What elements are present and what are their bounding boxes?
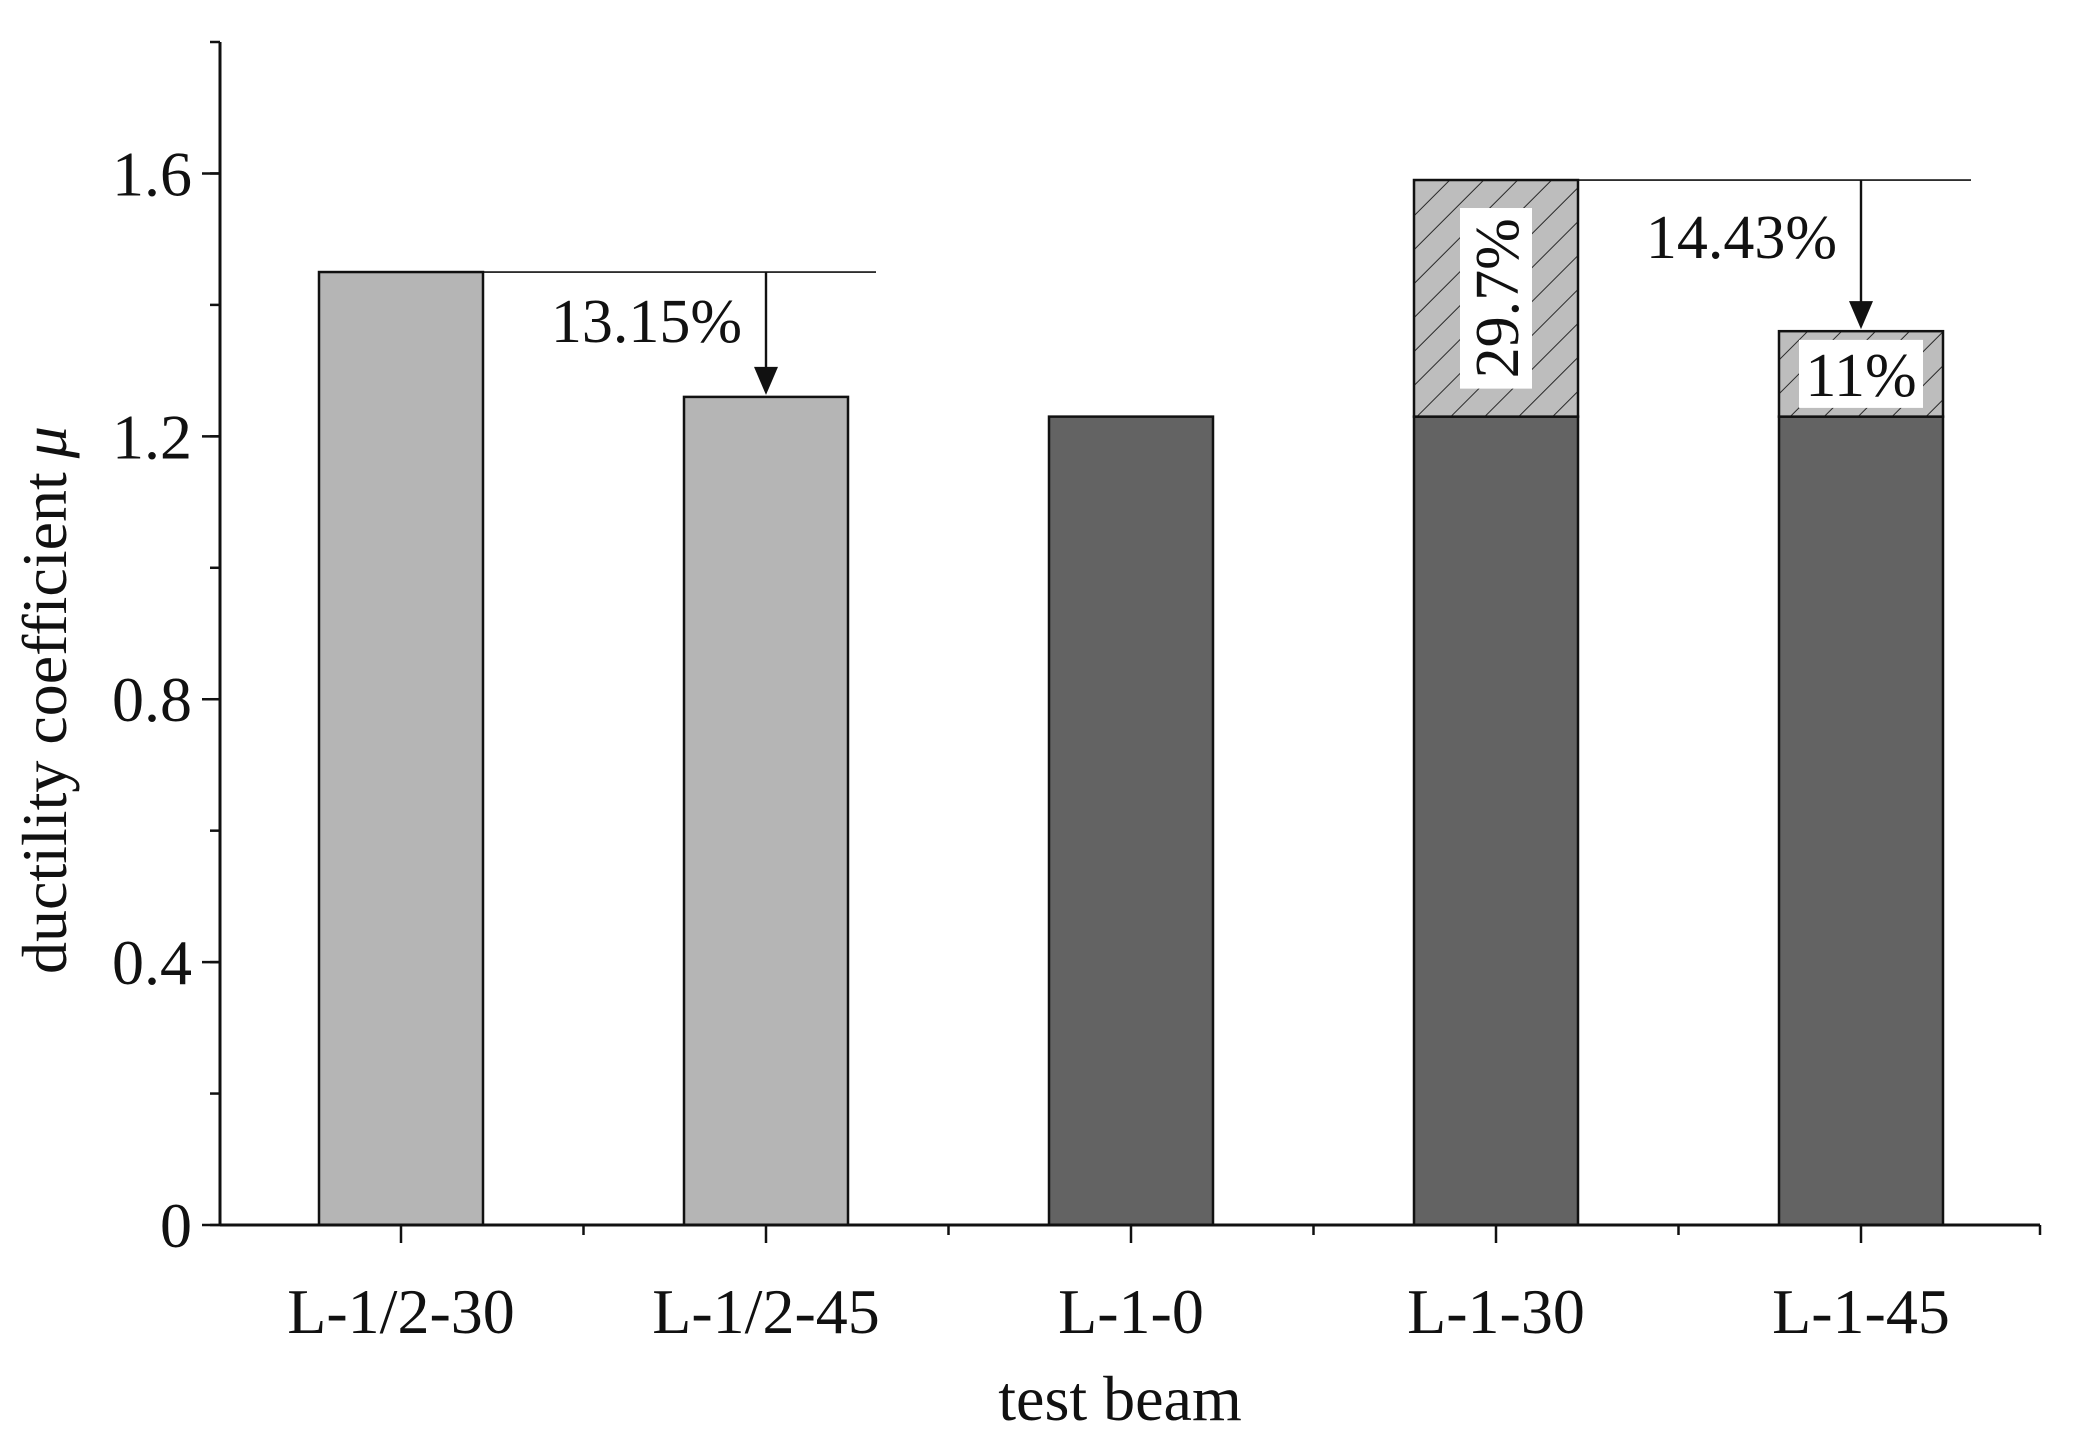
bar-L-1/2-30 (317, 270, 485, 1227)
x-tick-label: L-1-45 (1772, 1276, 1950, 1347)
annotation-label: 13.15% (551, 288, 742, 356)
annotation-0: 13.15% (319, 271, 876, 395)
y-tick-label: 0.4 (112, 927, 192, 998)
y-axis-title-symbol: μ (9, 426, 80, 459)
x-tick-label: L-1-30 (1407, 1276, 1585, 1347)
x-axis-title: test beam (998, 1363, 1241, 1434)
y-tick-label: 1.2 (112, 401, 192, 472)
arrow-head (1849, 301, 1873, 330)
annotation-label: 14.43% (1646, 204, 1837, 272)
y-axis-title: ductility coefficient μ (9, 426, 80, 974)
bar-label: 29.7% (1464, 218, 1532, 378)
y-tick-label: 0.8 (112, 664, 192, 735)
annotation-1: 14.43% (1414, 179, 1971, 330)
y-axis-title-text: ductility coefficient (9, 472, 80, 974)
bar-L-1-0 (1047, 415, 1215, 1227)
bar-L-1/2-45 (682, 395, 850, 1227)
bar-label-bg (1460, 208, 1532, 389)
y-tick-label: 1.6 (112, 138, 192, 209)
bar-label-group-1: 11% (1799, 339, 1923, 410)
x-tick-label: L-1/2-30 (287, 1276, 515, 1347)
bar-L-1-45 (1777, 415, 1945, 1227)
bar-L-1-30 (1412, 415, 1580, 1227)
bar-label-bg (1799, 339, 1923, 408)
x-tick-label: L-1/2-45 (652, 1276, 880, 1347)
y-tick-label: 0 (160, 1190, 192, 1261)
bar-label: 11% (1805, 342, 1916, 410)
bar-label-group-0: 29.7% (1460, 208, 1532, 389)
arrow-head (754, 366, 778, 395)
x-tick-label: L-1-0 (1058, 1276, 1204, 1347)
